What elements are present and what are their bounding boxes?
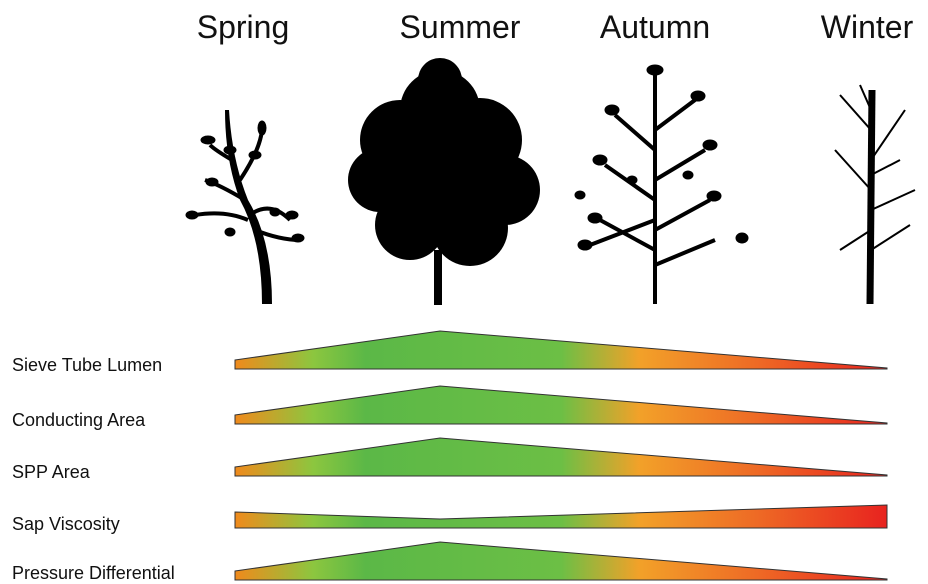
winter-tree bbox=[835, 85, 915, 304]
row-label: SPP Area bbox=[12, 462, 91, 482]
row-label: Pressure Differential bbox=[12, 563, 175, 583]
summer-tree bbox=[348, 58, 540, 305]
row-label: Conducting Area bbox=[12, 410, 146, 430]
autumn-tree bbox=[575, 65, 748, 304]
attribute-rows: Sieve Tube Lumen Conducting Area SPP Area S… bbox=[12, 331, 887, 583]
spring-tree bbox=[186, 110, 304, 304]
trend-band bbox=[235, 386, 887, 424]
row-label: Sieve Tube Lumen bbox=[12, 355, 162, 375]
row-label: Sap Viscosity bbox=[12, 514, 120, 534]
season-title: Summer bbox=[400, 9, 521, 45]
season-title: Autumn bbox=[600, 9, 710, 45]
trend-band bbox=[235, 331, 887, 369]
trend-band bbox=[235, 542, 887, 580]
season-title: Spring bbox=[197, 9, 290, 45]
diagram: Spring Summer Autumn Winter Sieve Tube L… bbox=[0, 0, 928, 584]
season-title: Winter bbox=[821, 9, 914, 45]
trend-band bbox=[235, 438, 887, 476]
trend-band bbox=[235, 505, 887, 528]
